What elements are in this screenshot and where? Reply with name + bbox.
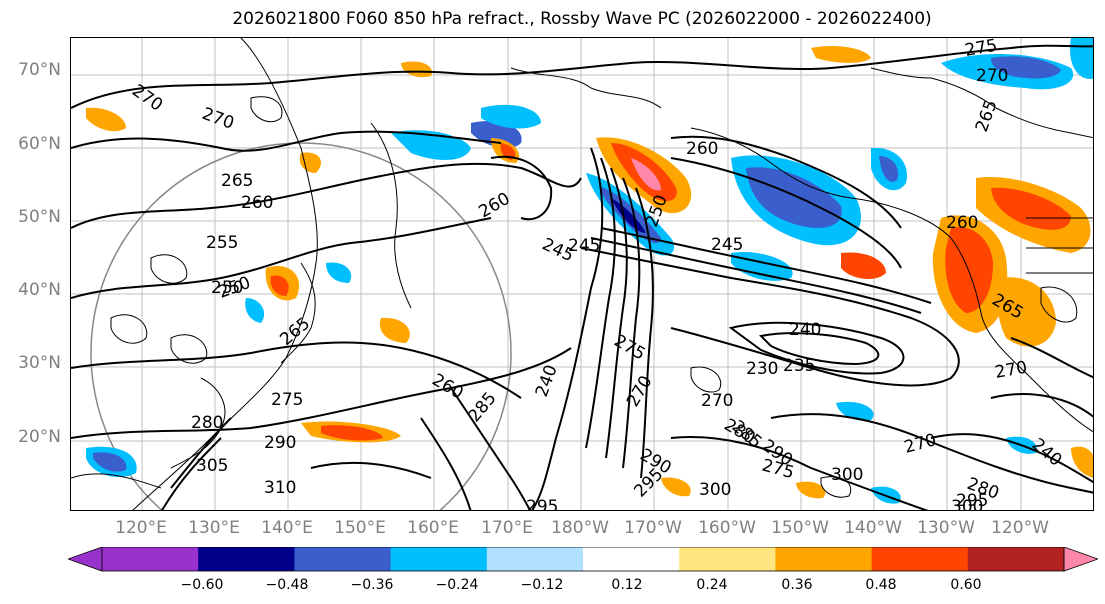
contour-label: 275 xyxy=(271,390,303,410)
lon-label-140w: 140°W xyxy=(844,518,902,538)
map-title: 2026021800 F060 850 hPa refract., Rossby… xyxy=(232,9,932,29)
lat-label-60: 60°N xyxy=(18,134,61,154)
lon-label-150w: 150°W xyxy=(771,518,829,538)
contour-label: 250 xyxy=(211,278,243,298)
map-canvas: 270 270 265 260 255 250 245 250 260 260 … xyxy=(71,38,1093,511)
colorbar-extend-high xyxy=(1063,547,1098,572)
contour-label: 270 xyxy=(199,104,236,134)
colorbar-segment xyxy=(583,547,680,571)
lon-label-150e: 150°E xyxy=(334,518,386,538)
contour-label: 275 xyxy=(963,38,998,61)
contour-label: 300 xyxy=(699,480,731,500)
contour-label: 285 xyxy=(465,388,501,426)
contour-label: 270 xyxy=(902,430,939,458)
colorbar-frame xyxy=(101,547,1065,572)
contour-label: 280 xyxy=(191,413,223,433)
map-panel: 270 270 265 260 255 250 245 250 260 260 … xyxy=(70,37,1094,511)
colorbar-segments xyxy=(68,547,1098,572)
colorbar xyxy=(68,547,1098,572)
lon-label-120e: 120°E xyxy=(115,518,167,538)
contours xyxy=(71,44,1093,510)
colorbar-tick: 0.60 xyxy=(950,577,982,593)
lat-label-40: 40°N xyxy=(18,280,61,300)
anomaly-shading xyxy=(86,38,1093,504)
lat-label-70: 70°N xyxy=(18,60,61,80)
lon-label-160e: 160°E xyxy=(407,518,459,538)
contour-label: 295 xyxy=(956,491,988,511)
colorbar-tick: −0.12 xyxy=(520,577,564,593)
contour-label: 270 xyxy=(993,358,1028,383)
contour-label: 300 xyxy=(951,497,983,511)
colorbar-segment xyxy=(390,547,488,571)
colorbar-segment xyxy=(679,547,776,571)
lon-label-180w: 180°W xyxy=(551,518,609,538)
contour-label: 245 xyxy=(711,235,743,255)
contour-label: 260 xyxy=(686,139,718,159)
lon-label-160w: 160°W xyxy=(698,518,756,538)
contour-label: 240 xyxy=(532,362,562,399)
contour-label: 270 xyxy=(976,66,1008,86)
lon-label-120w: 120°W xyxy=(991,518,1049,538)
lat-label-30: 30°N xyxy=(18,353,61,373)
lat-label-50: 50°N xyxy=(18,207,61,227)
colorbar-segment xyxy=(102,547,199,571)
colorbar-tick: 0.36 xyxy=(781,577,813,593)
contour-label: 260 xyxy=(946,213,978,233)
colorbar-segment xyxy=(486,547,584,571)
contour-label: 260 xyxy=(241,193,273,213)
contour-label: 230 xyxy=(746,359,778,379)
colorbar-segment xyxy=(198,547,295,571)
contour-label: 245 xyxy=(568,236,600,256)
colorbar-tick: −0.60 xyxy=(180,577,224,593)
colorbar-tick: −0.36 xyxy=(350,577,394,593)
colorbar-segment xyxy=(871,547,969,571)
contour-label: 290 xyxy=(264,433,296,453)
lon-label-170w: 170°W xyxy=(624,518,682,538)
colorbar-segment xyxy=(294,547,392,571)
lon-label-170e: 170°E xyxy=(481,518,533,538)
contour-label: 270 xyxy=(701,391,733,411)
contour-label: 240 xyxy=(1028,435,1066,471)
contour-label: 240 xyxy=(789,320,821,340)
colorbar-tick: −0.48 xyxy=(265,577,309,593)
region-circle xyxy=(90,142,512,510)
colorbar-segment xyxy=(775,547,873,571)
lon-label-130e: 130°E xyxy=(188,518,240,538)
contour-label: 295 xyxy=(526,497,558,511)
colorbar-tick: 0.12 xyxy=(611,577,643,593)
contour-label: 310 xyxy=(264,478,296,498)
colorbar-tick: 0.48 xyxy=(865,577,897,593)
contour-label: 235 xyxy=(783,356,815,376)
colorbar-extend-low xyxy=(68,547,103,572)
contour-label: 255 xyxy=(206,233,238,253)
lon-label-130w: 130°W xyxy=(917,518,975,538)
contour-label: 300 xyxy=(831,465,863,485)
colorbar-tick: −0.24 xyxy=(435,577,479,593)
colorbar-segment xyxy=(967,547,1065,571)
colorbar-tick: 0.24 xyxy=(696,577,728,593)
contour-label: 265 xyxy=(972,97,1002,134)
lat-label-20: 20°N xyxy=(18,427,61,447)
contour-label: 305 xyxy=(196,456,228,476)
lon-label-140e: 140°E xyxy=(261,518,313,538)
contour-label: 265 xyxy=(221,171,253,191)
